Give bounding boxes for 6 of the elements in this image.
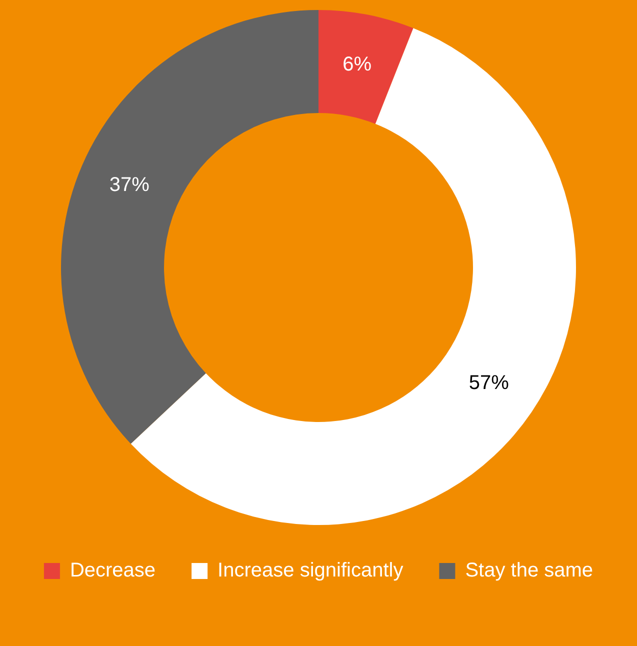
data-label: 6% [342,54,372,76]
legend-label: Decrease [70,560,156,582]
data-label: 57% [468,372,510,394]
legend-label: Stay the same [465,560,594,582]
data-label: 37% [109,174,150,196]
legend-label: Increase significantly [218,560,404,582]
